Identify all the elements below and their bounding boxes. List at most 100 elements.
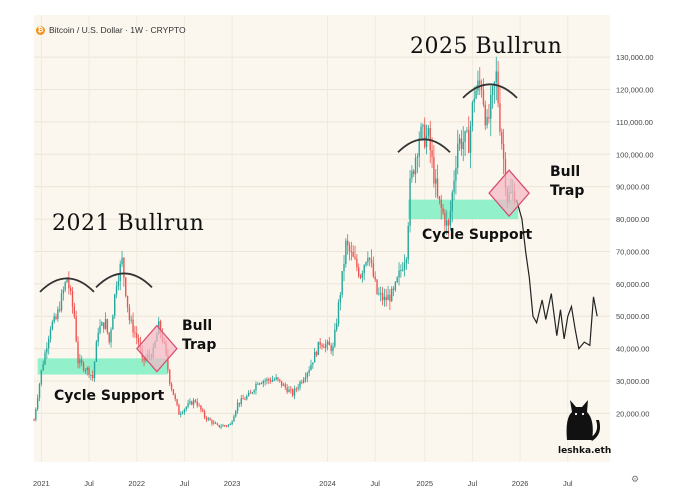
- candle-body: [211, 420, 213, 424]
- candle-body: [414, 157, 417, 175]
- candle-body: [202, 409, 204, 412]
- candle-body: [75, 316, 77, 342]
- candle-body: [38, 384, 41, 399]
- cycle-support-zone: [37, 358, 168, 375]
- candle-body: [449, 211, 452, 226]
- candle-body: [475, 90, 477, 99]
- peak-arc: [397, 138, 451, 153]
- candle-body: [183, 409, 186, 413]
- candle-body: [497, 71, 499, 104]
- candle-body: [455, 167, 457, 181]
- candle-body: [501, 131, 503, 145]
- candle-body: [132, 319, 134, 333]
- candle-body: [268, 379, 270, 381]
- candle-body: [214, 422, 217, 424]
- candle-body: [350, 251, 353, 253]
- candle-body: [42, 364, 44, 371]
- gear-icon[interactable]: ⚙: [631, 474, 640, 484]
- y-tick-label: 100,000.00: [616, 150, 654, 159]
- candle-body: [170, 383, 173, 390]
- candle-body: [363, 265, 365, 274]
- x-tick-label: Jul: [563, 479, 573, 488]
- candle-body: [229, 424, 231, 426]
- candle-body: [402, 269, 404, 271]
- candle-body: [277, 377, 279, 380]
- candle-body: [308, 370, 310, 373]
- candle-body: [233, 416, 235, 422]
- candle-body: [106, 319, 109, 333]
- candle-body: [391, 288, 393, 302]
- candle-body: [301, 381, 303, 383]
- candle-body: [482, 90, 485, 105]
- candle-body: [196, 401, 198, 406]
- candle-body: [290, 389, 292, 391]
- candle-body: [238, 402, 241, 405]
- author-logo-text: leshka.eth: [558, 446, 612, 456]
- candle-body: [302, 379, 305, 383]
- candle-body: [306, 372, 309, 378]
- symbol-header: ₿ Bitcoin / U.S. Dollar · 1W · CRYPTO: [36, 25, 186, 35]
- candle-body: [178, 404, 180, 415]
- candle-body: [286, 387, 288, 393]
- candle-body: [313, 351, 316, 363]
- candle-body: [464, 131, 466, 143]
- candle-body: [433, 156, 435, 184]
- candle-body: [82, 362, 85, 371]
- y-tick-label: 130,000.00: [616, 53, 654, 62]
- candle-body: [490, 94, 492, 119]
- candle-body: [451, 192, 453, 212]
- y-tick-label: 30,000.00: [616, 377, 649, 386]
- candle-body: [40, 370, 43, 385]
- candle-body: [409, 178, 411, 226]
- candle-body: [480, 84, 483, 91]
- candle-body: [403, 263, 406, 270]
- candle-body: [115, 286, 118, 295]
- candle-body: [425, 135, 428, 148]
- candle-body: [436, 178, 439, 197]
- candle-body: [68, 278, 70, 289]
- candle-body: [495, 71, 497, 83]
- candle-body: [444, 212, 446, 226]
- y-tick-label: 60,000.00: [616, 280, 649, 289]
- candle-body: [198, 405, 200, 407]
- candle-body: [280, 380, 283, 386]
- candle-body: [473, 98, 475, 103]
- candle-body: [185, 406, 187, 410]
- bitcoin-icon: ₿: [36, 25, 45, 35]
- candle-body: [359, 275, 362, 278]
- candle-body: [104, 319, 107, 329]
- y-tick-label: 50,000.00: [616, 312, 649, 321]
- candle-body: [389, 294, 391, 302]
- candle-body: [258, 383, 261, 385]
- candle-body: [220, 426, 222, 428]
- candle-body: [335, 323, 338, 330]
- candle-body: [376, 279, 378, 294]
- candle-body: [180, 413, 182, 415]
- candle-body: [466, 130, 468, 132]
- candle-body: [77, 341, 79, 364]
- candle-body: [203, 411, 206, 418]
- candle-body: [502, 144, 505, 159]
- bull-trap-right-label-line2: Trap: [550, 183, 585, 199]
- candle-body: [264, 380, 266, 382]
- symbol-title: Bitcoin / U.S. Dollar · 1W · CRYPTO: [49, 25, 186, 35]
- candle-body: [337, 302, 340, 324]
- candle-body: [110, 329, 112, 343]
- candle-body: [88, 367, 90, 375]
- candle-body: [194, 400, 197, 402]
- candle-body: [101, 322, 103, 326]
- candle-body: [251, 392, 253, 394]
- candle-body: [125, 277, 127, 296]
- candle-body: [86, 367, 88, 371]
- candle-body: [95, 341, 98, 362]
- candle-body: [431, 150, 433, 157]
- cycle-support-zone: [408, 199, 519, 220]
- candle-body: [167, 354, 169, 370]
- candle-body: [453, 180, 455, 193]
- candle-body: [236, 402, 239, 411]
- candle-body: [385, 296, 387, 301]
- candle-body: [398, 270, 400, 278]
- candle-body: [123, 257, 125, 278]
- bull-trap-diamond: [488, 169, 530, 218]
